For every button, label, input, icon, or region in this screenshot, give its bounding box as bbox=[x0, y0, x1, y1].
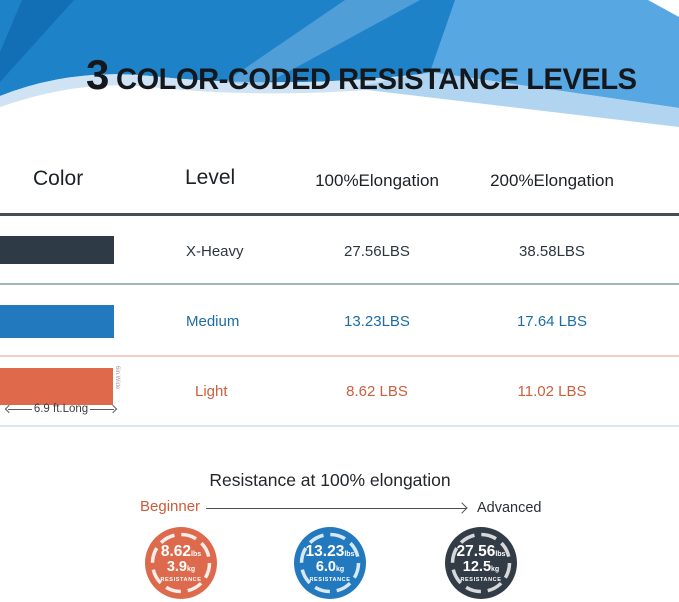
header-banner: 3 COLOR-CODED RESISTANCE LEVELS bbox=[0, 0, 679, 140]
resistance-badge-medium: 13.23lbs 6.0kg RESISTANCE bbox=[294, 527, 366, 599]
row-divider-2 bbox=[0, 355, 679, 357]
bottom-section-title: Resistance at 100% elongation bbox=[209, 470, 451, 490]
kg-number: 6.0 bbox=[315, 558, 336, 575]
band-length-dimension: 6.9 ft.Long bbox=[4, 403, 118, 415]
color-swatch-xheavy bbox=[0, 236, 114, 264]
lbs-unit: lbs bbox=[495, 550, 506, 558]
kg-unit: kg bbox=[491, 565, 500, 573]
level-label-xheavy: X-Heavy bbox=[186, 243, 244, 260]
badge-lbs-value: 13.23lbs bbox=[306, 543, 355, 560]
kg-unit: kg bbox=[336, 565, 345, 573]
page-title: 3 COLOR-CODED RESISTANCE LEVELS bbox=[86, 54, 653, 96]
elongation200-value-medium: 17.64 LBS bbox=[516, 313, 588, 330]
level-label-light: Light bbox=[195, 383, 228, 400]
badge-caption: RESISTANCE bbox=[160, 577, 202, 584]
arrow-right-icon bbox=[108, 404, 118, 414]
resistance-badge-light: 8.62lbs 3.9kg RESISTANCE bbox=[145, 527, 217, 599]
resistance-badge-xheavy: 27.56lbs 12.5kg RESISTANCE bbox=[445, 527, 517, 599]
row-divider-1 bbox=[0, 283, 679, 285]
badge-lbs-value: 8.62lbs bbox=[161, 543, 201, 560]
kg-number: 12.5 bbox=[462, 558, 492, 575]
band-width-label: 6in.Wide bbox=[114, 366, 120, 390]
color-swatch-medium bbox=[0, 305, 114, 338]
level-label-medium: Medium bbox=[186, 313, 240, 330]
kg-number: 3.9 bbox=[166, 558, 187, 575]
badge-kg-value: 12.5kg bbox=[462, 558, 500, 576]
lbs-number: 8.62 bbox=[160, 542, 192, 560]
header-divider bbox=[0, 213, 679, 216]
badge-kg-value: 6.0kg bbox=[315, 558, 345, 576]
badge-caption: RESISTANCE bbox=[309, 577, 351, 584]
elongation100-value-medium: 13.23LBS bbox=[344, 313, 410, 330]
kg-unit: kg bbox=[187, 565, 196, 573]
arrow-left-icon bbox=[4, 404, 14, 414]
title-number: 3 bbox=[86, 51, 109, 98]
arrow-head-icon bbox=[456, 502, 468, 514]
dimension-line-left bbox=[8, 408, 32, 410]
color-column-header: Color bbox=[33, 167, 84, 190]
badge-ring-icon bbox=[299, 532, 361, 594]
elongation100-value-light: 8.62 LBS bbox=[346, 383, 408, 400]
arrow-shaft bbox=[206, 507, 466, 509]
badge-caption: RESISTANCE bbox=[460, 577, 502, 584]
lbs-unit: lbs bbox=[191, 550, 202, 558]
elongation200-value-xheavy: 38.58LBS bbox=[519, 243, 585, 260]
badge-lbs-value: 27.56lbs bbox=[457, 543, 506, 560]
lbs-number: 27.56 bbox=[456, 542, 496, 560]
band-length-label: 6.9 ft.Long bbox=[33, 403, 89, 415]
elongation200-value-light: 11.02 LBS bbox=[517, 383, 587, 400]
elongation200-column-header: 200%Elongation bbox=[490, 171, 614, 190]
elongation100-value-xheavy: 27.56LBS bbox=[344, 243, 410, 260]
lbs-number: 13.23 bbox=[305, 542, 345, 560]
banner-graphic bbox=[0, 0, 679, 140]
elongation100-column-header: 100%Elongation bbox=[315, 171, 439, 190]
badge-ring-icon bbox=[150, 532, 212, 594]
lbs-unit: lbs bbox=[344, 550, 355, 558]
badge-ring-icon bbox=[450, 532, 512, 594]
color-swatch-light bbox=[0, 368, 113, 405]
advanced-label: Advanced bbox=[477, 500, 542, 516]
title-text: COLOR-CODED RESISTANCE LEVELS bbox=[115, 63, 637, 96]
level-column-header: Level bbox=[185, 166, 236, 189]
dimension-line-right bbox=[90, 408, 115, 410]
row-divider-3 bbox=[0, 425, 679, 427]
badge-kg-value: 3.9kg bbox=[166, 558, 196, 576]
progression-arrow bbox=[206, 502, 468, 514]
beginner-label: Beginner bbox=[140, 498, 201, 515]
